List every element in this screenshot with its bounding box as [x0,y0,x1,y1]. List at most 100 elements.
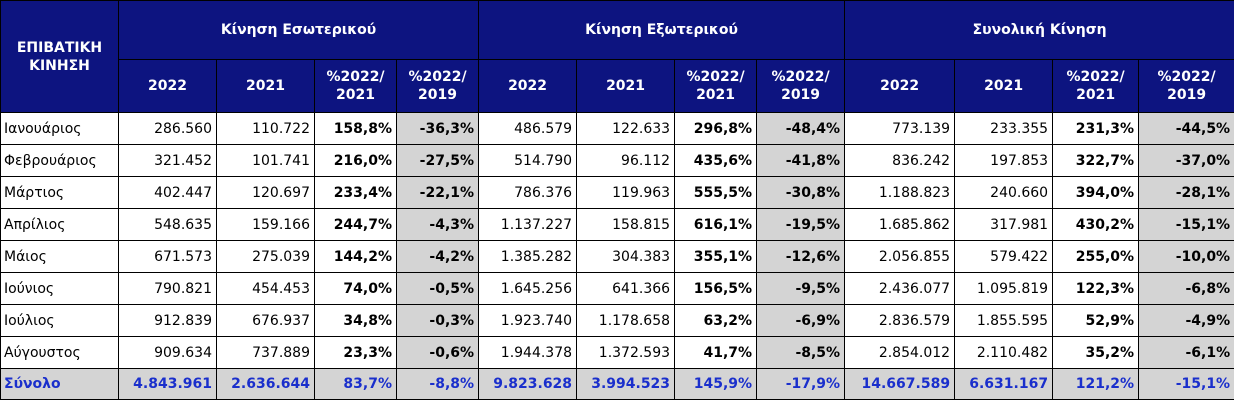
table-cell: 430,2% [1052,208,1140,241]
table-cell: 240.660 [954,176,1054,209]
table-cell: 34,8% [314,304,397,337]
table-cell: -4,9% [1138,304,1234,337]
table-cell: 6.631.167 [954,368,1054,400]
table-cell: 145,9% [674,368,758,400]
table-cell: -0,5% [395,272,480,305]
table-cell: -8,5% [756,336,846,369]
table-cell: -4,2% [395,240,480,273]
table-cell: 110.722 [216,112,315,145]
table-cell: 158.815 [576,208,676,241]
table-cell: 514.790 [478,144,578,177]
table-cell: 96.112 [576,144,676,177]
table-cell: -15,1% [1138,208,1234,241]
month-label: Μάιος [0,240,119,273]
table-cell: 74,0% [314,272,397,305]
table-cell: 9.823.628 [478,368,578,400]
table-cell: 321.452 [118,144,217,177]
table-cell: -22,1% [395,176,480,209]
table-cell: 676.937 [216,304,315,337]
table-cell: 579.422 [954,240,1054,273]
total-row: Σύνολο 4.843.961 2.636.644 83,7% -8,8% 9.823.… [0,368,1234,400]
subcol-header: %2022/ 2021 [674,59,758,113]
table-cell: 2.836.579 [844,304,956,337]
table-cell: 3.994.523 [576,368,676,400]
table-cell: 1.385.282 [478,240,578,273]
group-header-total: Συνολική Κίνηση [844,0,1234,60]
table-row: Μάρτιος 402.447 120.697 233,4% -22,1% 786.376… [0,176,1234,209]
table-cell: 121,2% [1052,368,1140,400]
table-cell: -12,6% [756,240,846,273]
subcol-header: %2022/ 2019 [395,59,480,113]
table-cell: 1.685.862 [844,208,956,241]
table-cell: 4.843.961 [118,368,217,400]
table-cell: 120.697 [216,176,315,209]
table-cell: 101.741 [216,144,315,177]
table-row: Μάιος 671.573 275.039 144,2% -4,2% 1.385.282 3… [0,240,1234,273]
table-cell: 231,3% [1052,112,1140,145]
month-label: Φεβρουάριος [0,144,119,177]
table-cell: 2.110.482 [954,336,1054,369]
table-cell: 454.453 [216,272,315,305]
table-cell: 41,7% [674,336,758,369]
table-cell: 317.981 [954,208,1054,241]
table-cell: 255,0% [1052,240,1140,273]
group-header-domestic: Κίνηση Εσωτερικού [117,0,480,60]
table-cell: 159.166 [216,208,315,241]
table-cell: -44,5% [1138,112,1234,145]
corner-header: ΕΠΙΒΑΤΙΚΗ ΚΙΝΗΣΗ [0,0,119,113]
table-cell: 197.853 [954,144,1054,177]
table-cell: -37,0% [1138,144,1234,177]
table-cell: -9,5% [756,272,846,305]
table-cell: 1.923.740 [478,304,578,337]
subcol-header: 2021 [954,59,1054,113]
table-row: Αύγουστος 909.634 737.889 23,3% -0,6% 1.944.3… [0,336,1234,369]
subcol-header: %2022/ 2021 [1052,59,1140,113]
month-label: Αύγουστος [0,336,119,369]
table-row: Ιούνιος 790.821 454.453 74,0% -0,5% 1.645.256… [0,272,1234,305]
header-row-subcolumns: 2022 2021 %2022/ 2021 %2022/ 2019 2022 2… [1,59,1234,113]
table-cell: -36,3% [395,112,480,145]
table-cell: -28,1% [1138,176,1234,209]
table-cell: 119.963 [576,176,676,209]
subcol-header: 2022 [844,59,956,113]
table-cell: 555,5% [674,176,758,209]
table-cell: -4,3% [395,208,480,241]
table-cell: -0,6% [395,336,480,369]
table-cell: 233,4% [314,176,397,209]
table-cell: 122,3% [1052,272,1140,305]
table-cell: 548.635 [118,208,217,241]
header-row-groups: ΕΠΙΒΑΤΙΚΗ ΚΙΝΗΣΗ Κίνηση Εσωτερικού Κίνησ… [0,0,1234,113]
table-cell: -27,5% [395,144,480,177]
table-row: Ιούλιος 912.839 676.937 34,8% -0,3% 1.923.740… [0,304,1234,337]
month-label: Μάρτιος [0,176,119,209]
table-cell: 1.188.823 [844,176,956,209]
table-cell: 244,7% [314,208,397,241]
table-cell: 786.376 [478,176,578,209]
table-cell: -10,0% [1138,240,1234,273]
table-cell: 616,1% [674,208,758,241]
month-label: Ιούνιος [0,272,119,305]
table-cell: 83,7% [314,368,397,400]
table-cell: 435,6% [674,144,758,177]
table-cell: 52,9% [1052,304,1140,337]
table-cell: 286.560 [118,112,217,145]
subcol-header: 2021 [576,59,676,113]
table-row: Φεβρουάριος 321.452 101.741 216,0% -27,5% 514… [0,144,1234,177]
table-cell: 671.573 [118,240,217,273]
table-cell: 909.634 [118,336,217,369]
table-cell: 63,2% [674,304,758,337]
subcol-header: %2022/ 2019 [756,59,846,113]
table-cell: 14.667.589 [844,368,956,400]
table-body: Ιανουάριος 286.560 110.722 158,8% -36,3% 486.… [0,112,1234,400]
table-cell: 158,8% [314,112,397,145]
month-label: Ιανουάριος [0,112,119,145]
subcol-header: 2021 [216,59,315,113]
table-cell: 35,2% [1052,336,1140,369]
table-cell: 233.355 [954,112,1054,145]
table-cell: 156,5% [674,272,758,305]
table-cell: 2.854.012 [844,336,956,369]
table-cell: -41,8% [756,144,846,177]
table-cell: 1.178.658 [576,304,676,337]
table-cell: 773.139 [844,112,956,145]
table-cell: -15,1% [1138,368,1234,400]
